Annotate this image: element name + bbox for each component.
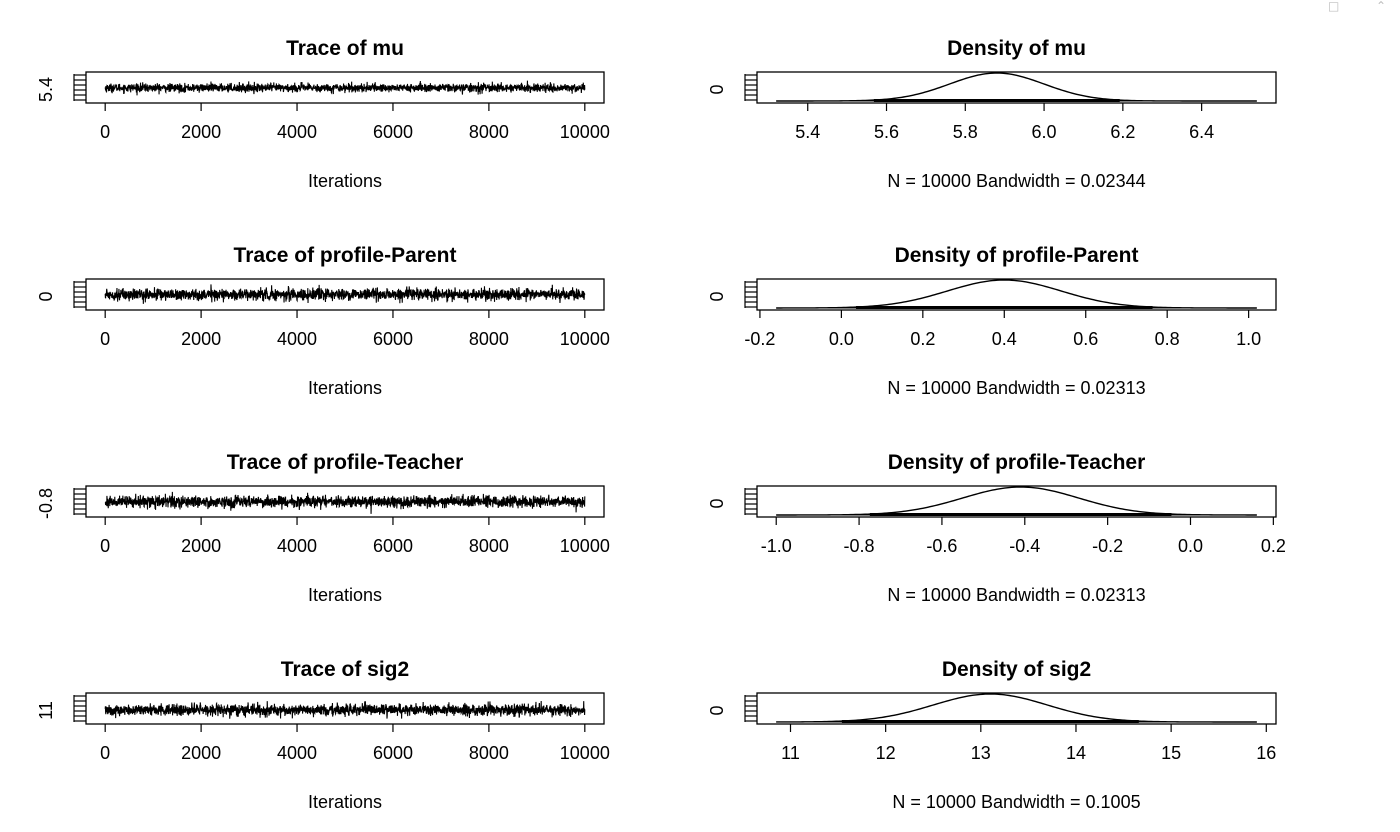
density-of-profile-teacher-x-tick-label-1: -0.8	[844, 536, 875, 556]
trace-of-profile-teacher-title: Trace of profile-Teacher	[227, 451, 464, 474]
density-of-profile-teacher-frame	[756, 485, 1277, 518]
trace-of-sig2-x-tick-label-5: 10000	[560, 743, 610, 763]
trace-of-profile-parent-x-tick-label-3: 6000	[373, 329, 413, 349]
trace-of-sig2-xlabel: Iterations	[308, 792, 382, 812]
trace-of-profile-parent-x-tick-label-2: 4000	[277, 329, 317, 349]
density-of-mu-x-tick-label-4: 6.2	[1110, 122, 1135, 142]
density-of-profile-parent-x-tick-label-4: 0.6	[1073, 329, 1098, 349]
density-of-profile-parent-frame	[756, 278, 1277, 311]
trace-of-profile-teacher-x-tick-label-2: 4000	[277, 536, 317, 556]
density-of-mu-x-tick-label-3: 6.0	[1032, 122, 1057, 142]
density-of-profile-parent-rug	[856, 306, 1153, 309]
density-of-mu-rug	[873, 99, 1120, 102]
trace-of-mu-xlabel: Iterations	[308, 171, 382, 191]
trace-of-profile-parent-x-tick-label-1: 2000	[181, 329, 221, 349]
density-of-sig2-xlabel: N = 10000 Bandwidth = 0.1005	[892, 792, 1140, 812]
density-of-mu-frame	[756, 71, 1277, 104]
density-of-sig2-x-tick-label-0: 11	[781, 743, 800, 763]
density-of-profile-parent-x-tick-label-1: 0.0	[829, 329, 854, 349]
trace-of-mu-x-tick-label-2: 4000	[277, 122, 317, 142]
trace-of-profile-teacher-x-tick-label-5: 10000	[560, 536, 610, 556]
density-of-profile-teacher-x-tick-label-2: -0.6	[926, 536, 957, 556]
trace-of-mu-x-tick-label-1: 2000	[181, 122, 221, 142]
density-of-profile-teacher-x-tick-label-4: -0.2	[1092, 536, 1123, 556]
trace-of-profile-teacher-frame	[85, 485, 605, 518]
density-of-profile-teacher-rug	[869, 513, 1172, 516]
trace-of-profile-teacher-x-tick-label-4: 8000	[469, 536, 509, 556]
density-of-sig2-frame	[756, 692, 1277, 725]
trace-of-sig2-frame	[85, 692, 605, 725]
density-of-mu-x-tick-label-2: 5.8	[953, 122, 978, 142]
trace-of-profile-parent-trace-line	[104, 284, 586, 304]
trace-of-mu-x-tick-label-5: 10000	[560, 122, 610, 142]
trace-of-mu-x-tick-label-4: 8000	[469, 122, 509, 142]
trace-of-profile-teacher-y-tick-label: -0.8	[36, 488, 56, 519]
density-of-sig2-title: Density of sig2	[942, 658, 1091, 681]
trace-of-profile-teacher-x-tick-label-1: 2000	[181, 536, 221, 556]
trace-of-sig2-x-tick-label-1: 2000	[181, 743, 221, 763]
density-of-profile-teacher-xlabel: N = 10000 Bandwidth = 0.02313	[887, 585, 1145, 605]
trace-of-profile-parent-x-tick-label-0: 0	[100, 329, 110, 349]
collapse-icon[interactable]: ⌃	[1376, 0, 1387, 13]
density-of-sig2-x-tick-label-4: 15	[1161, 743, 1181, 763]
density-of-profile-teacher-x-tick-label-5: 0.0	[1178, 536, 1203, 556]
trace-of-profile-teacher-x-tick-label-0: 0	[100, 536, 110, 556]
density-of-mu-xlabel: N = 10000 Bandwidth = 0.02344	[887, 171, 1145, 191]
trace-of-sig2-y-tick-label: 11	[36, 701, 56, 720]
trace-of-profile-parent-y-tick-label: 0	[36, 291, 56, 301]
density-of-profile-teacher-density-curve	[776, 486, 1257, 516]
trace-of-sig2-title: Trace of sig2	[281, 658, 409, 681]
density-of-sig2-x-tick-label-2: 13	[971, 743, 991, 763]
density-of-sig2-rug	[841, 720, 1139, 723]
density-of-profile-teacher-x-tick-label-0: -1.0	[761, 536, 792, 556]
trace-of-sig2-x-tick-label-3: 6000	[373, 743, 413, 763]
trace-of-sig2-x-tick-label-4: 8000	[469, 743, 509, 763]
density-of-profile-parent-x-tick-label-2: 0.2	[910, 329, 935, 349]
popout-icon[interactable]: □	[1328, 0, 1340, 13]
density-of-profile-parent-x-tick-label-0: -0.2	[744, 329, 775, 349]
density-of-profile-teacher-title: Density of profile-Teacher	[888, 451, 1146, 474]
trace-of-profile-teacher-xlabel: Iterations	[308, 585, 382, 605]
trace-of-mu-title: Trace of mu	[286, 37, 404, 60]
density-of-profile-parent-xlabel: N = 10000 Bandwidth = 0.02313	[887, 378, 1145, 398]
density-of-profile-parent-x-tick-label-6: 1.0	[1236, 329, 1261, 349]
trace-of-profile-parent-x-tick-label-5: 10000	[560, 329, 610, 349]
density-of-sig2-density-curve	[776, 693, 1257, 723]
density-of-profile-teacher-x-tick-label-3: -0.4	[1009, 536, 1040, 556]
trace-of-mu-y-tick-label: 5.4	[36, 77, 56, 102]
density-of-mu-title: Density of mu	[947, 37, 1086, 60]
trace-of-sig2-x-tick-label-2: 4000	[277, 743, 317, 763]
trace-of-sig2-trace-line	[104, 701, 586, 719]
density-of-sig2-x-tick-label-5: 16	[1256, 743, 1276, 763]
density-of-profile-parent-x-tick-label-5: 0.8	[1155, 329, 1180, 349]
density-of-sig2-x-tick-label-1: 12	[876, 743, 896, 763]
density-of-mu-x-tick-label-5: 6.4	[1189, 122, 1214, 142]
trace-of-profile-teacher-x-tick-label-3: 6000	[373, 536, 413, 556]
density-of-mu-x-tick-label-1: 5.6	[874, 122, 899, 142]
trace-of-mu-trace-line	[104, 80, 586, 96]
trace-of-sig2-x-tick-label-0: 0	[100, 743, 110, 763]
density-of-profile-teacher-y-tick-label: 0	[707, 498, 727, 508]
density-of-profile-parent-x-tick-label-3: 0.4	[992, 329, 1017, 349]
density-of-profile-parent-title: Density of profile-Parent	[895, 244, 1139, 267]
trace-of-profile-parent-frame	[85, 278, 605, 311]
density-of-sig2-x-tick-label-3: 14	[1066, 743, 1086, 763]
trace-of-profile-parent-xlabel: Iterations	[308, 378, 382, 398]
density-of-sig2-y-tick-label: 0	[707, 705, 727, 715]
density-of-mu-x-tick-label-0: 5.4	[795, 122, 820, 142]
trace-of-mu-x-tick-label-0: 0	[100, 122, 110, 142]
density-of-mu-y-tick-label: 0	[707, 84, 727, 94]
density-of-profile-parent-y-tick-label: 0	[707, 291, 727, 301]
density-of-profile-parent-density-curve	[776, 279, 1257, 309]
trace-of-profile-parent-title: Trace of profile-Parent	[234, 244, 457, 267]
trace-of-mu-frame	[85, 71, 605, 104]
trace-of-mu-x-tick-label-3: 6000	[373, 122, 413, 142]
density-of-profile-teacher-x-tick-label-6: 0.2	[1261, 536, 1286, 556]
trace-of-profile-parent-x-tick-label-4: 8000	[469, 329, 509, 349]
density-of-mu-density-curve	[776, 72, 1257, 102]
trace-of-profile-teacher-trace-line	[104, 491, 586, 514]
